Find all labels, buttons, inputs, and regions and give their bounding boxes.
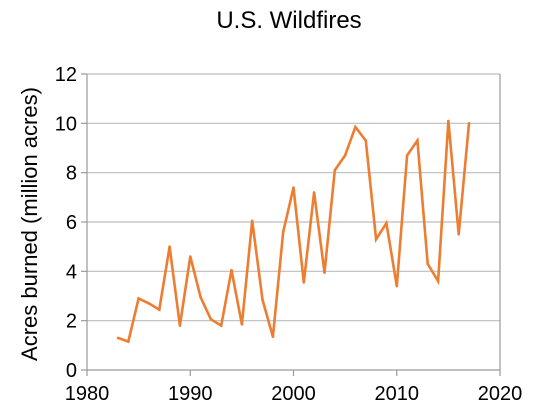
data-point-2004: [333, 168, 337, 172]
series-layer: [116, 119, 471, 344]
data-point-2000: [292, 186, 295, 189]
data-point-1984: [127, 340, 130, 343]
x-tick-label-2000: 2000: [271, 383, 316, 405]
data-point-2015: [447, 119, 450, 123]
data-point-1987: [158, 308, 161, 311]
y-tick-label-10: 10: [55, 113, 77, 135]
x-tick-label-2010: 2010: [375, 383, 420, 405]
y-tick-label-0: 0: [66, 360, 77, 382]
y-tick-label-12: 12: [55, 64, 77, 86]
data-point-1996: [250, 219, 254, 223]
x-tick-label-2020: 2020: [478, 383, 523, 405]
x-tick-label-1990: 1990: [168, 383, 213, 405]
data-point-1998: [271, 335, 275, 339]
data-point-2013: [426, 262, 430, 266]
data-point-1989: [178, 324, 182, 327]
data-point-2009: [385, 221, 388, 225]
data-point-1986: [147, 302, 151, 305]
data-point-2007: [364, 139, 368, 142]
data-point-1990: [189, 255, 192, 258]
data-point-1985: [137, 297, 140, 300]
x-tick-label-1980: 1980: [65, 383, 110, 405]
data-point-1988: [168, 245, 171, 248]
data-point-1999: [281, 230, 285, 234]
data-point-1995: [240, 323, 244, 326]
tick-labels: 0 2 4 6 8 10 12 1980 1990 2000 2010 2020: [55, 64, 523, 405]
data-point-2006: [354, 125, 357, 129]
data-point-2011: [405, 154, 409, 157]
data-point-2008: [374, 238, 378, 241]
data-point-2017: [467, 122, 471, 125]
data-point-2001: [302, 281, 306, 284]
y-tick-label-6: 6: [66, 212, 77, 234]
y-tick-label-8: 8: [66, 163, 77, 185]
y-tick-label-2: 2: [66, 311, 77, 333]
data-point-2012: [416, 139, 419, 142]
axes: [81, 73, 501, 376]
data-point-2002: [312, 191, 316, 194]
data-point-2016: [457, 233, 461, 236]
data-point-1997: [261, 298, 264, 302]
series-line-0: [117, 120, 471, 344]
data-point-2014: [436, 279, 440, 283]
chart-title: U.S. Wildfires: [216, 7, 361, 34]
data-point-2010: [395, 284, 399, 288]
data-point-1993: [219, 324, 223, 327]
gridlines: [87, 73, 500, 322]
data-point-1992: [209, 318, 213, 321]
y-tick-label-4: 4: [66, 261, 77, 283]
data-point-2003: [323, 271, 326, 274]
y-axis-label: Acres burned (million acres): [17, 87, 42, 361]
data-point-1991: [199, 295, 202, 299]
data-point-1994: [230, 268, 233, 272]
data-point-1983: [116, 336, 120, 340]
data-point-2005: [343, 154, 347, 157]
